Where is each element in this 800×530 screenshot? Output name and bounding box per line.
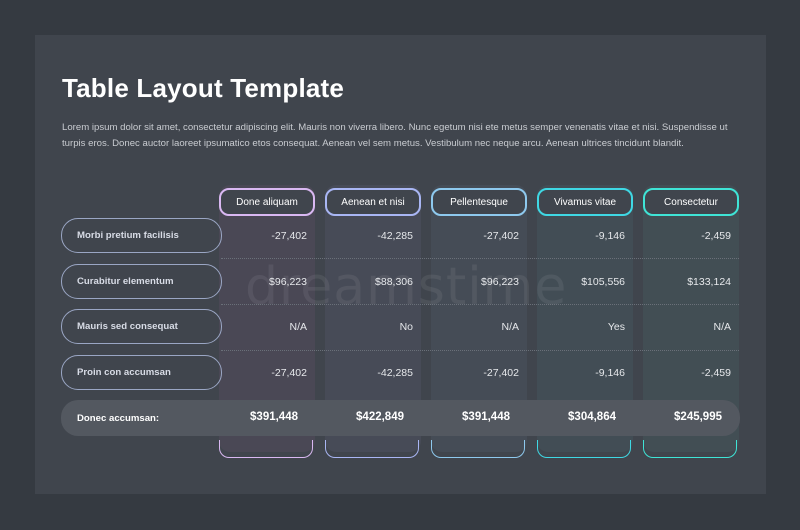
column-header-2[interactable]: Aenean et nisi [325, 188, 421, 216]
table-cell: N/A [501, 321, 519, 333]
row-label-2[interactable]: Curabitur elementum [61, 264, 222, 299]
table-cell: N/A [713, 321, 731, 333]
column-header-4[interactable]: Vivamus vitae [537, 188, 633, 216]
total-cell: $304,864 [568, 411, 616, 423]
column-header-1[interactable]: Done aliquam [219, 188, 315, 216]
table-cell: -42,285 [377, 230, 413, 242]
table-cell: -27,402 [271, 230, 307, 242]
table-cell: -27,402 [483, 230, 519, 242]
total-cell: $422,849 [356, 411, 404, 423]
row-divider [221, 304, 739, 305]
total-cell: $391,448 [462, 411, 510, 423]
table-cell: No [399, 321, 413, 333]
table-cell: -9,146 [595, 367, 625, 379]
table-cell: $88,306 [375, 276, 413, 288]
total-cell: $245,995 [674, 411, 722, 423]
table-cell: -2,459 [701, 230, 731, 242]
table-cell: $96,223 [269, 276, 307, 288]
column-footer-1 [219, 440, 313, 458]
column-header-label: Vivamus vitae [553, 196, 617, 208]
page-title: Table Layout Template [62, 73, 345, 103]
row-divider [221, 350, 739, 351]
column-header-3[interactable]: Pellentesque [431, 188, 527, 216]
table-cell: -27,402 [271, 367, 307, 379]
column-header-label: Done aliquam [236, 196, 298, 208]
description-text: Lorem ipsum dolor sit amet, consectetur … [62, 122, 728, 149]
table-cell: -9,146 [595, 230, 625, 242]
table-cell: $96,223 [481, 276, 519, 288]
table-cell: -2,459 [701, 367, 731, 379]
table-cell: Yes [607, 321, 625, 333]
table-cell: $133,124 [687, 276, 731, 288]
column-footer-5 [643, 440, 737, 458]
total-row [61, 400, 740, 436]
template-panel: Table Layout Template Lorem ipsum dolor … [35, 35, 766, 494]
total-label: Donec accumsan: [77, 413, 160, 424]
column-header-label: Aenean et nisi [341, 196, 405, 208]
table-cell: $105,556 [581, 276, 625, 288]
column-header-5[interactable]: Consectetur [643, 188, 739, 216]
column-footer-2 [325, 440, 419, 458]
row-label-3[interactable]: Mauris sed consequat [61, 309, 222, 344]
table-cell: -27,402 [483, 367, 519, 379]
row-label-1[interactable]: Morbi pretium facilisis [61, 218, 222, 253]
row-label-4[interactable]: Proin con accumsan [61, 355, 222, 390]
total-cell: $391,448 [250, 411, 298, 423]
column-footer-3 [431, 440, 525, 458]
column-footer-4 [537, 440, 631, 458]
table-cell: -42,285 [377, 367, 413, 379]
column-header-label: Pellentesque [450, 196, 508, 208]
row-divider [221, 258, 739, 259]
table-cell: N/A [289, 321, 307, 333]
column-header-label: Consectetur [664, 196, 718, 208]
